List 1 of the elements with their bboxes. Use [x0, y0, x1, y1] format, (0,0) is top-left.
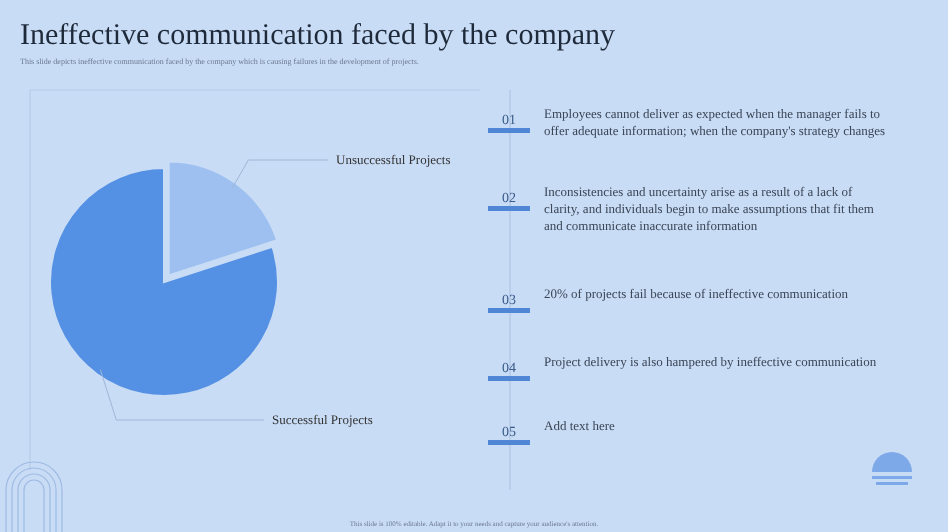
- chart-title: Ineffective communication faced by the company: [20, 20, 617, 52]
